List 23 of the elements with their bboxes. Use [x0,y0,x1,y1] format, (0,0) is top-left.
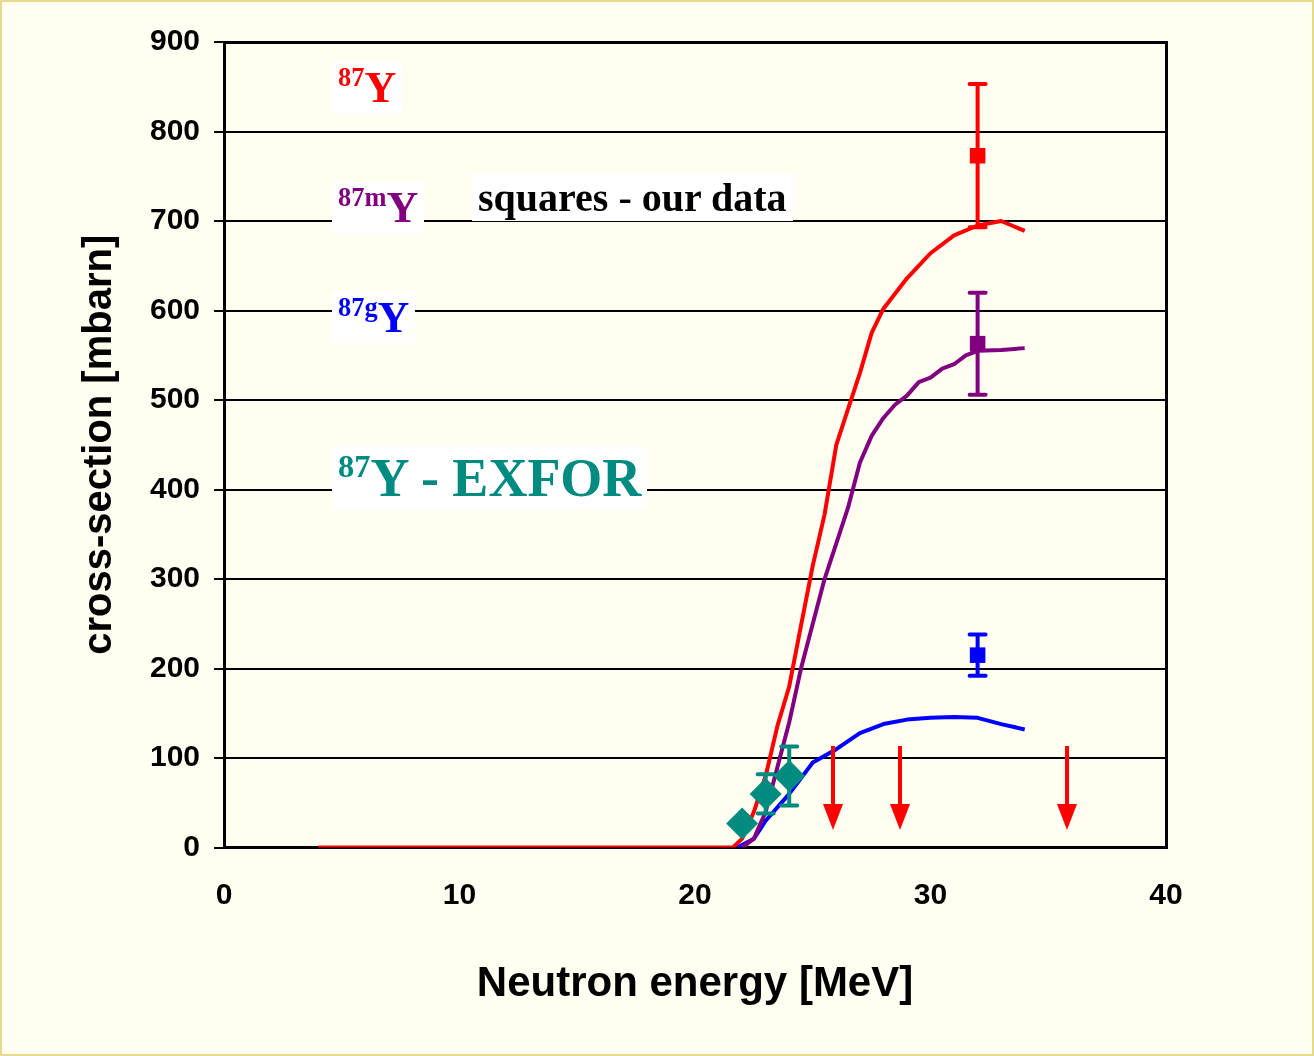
y-tick-label: 900 [149,23,201,57]
y-tick-label: 700 [149,202,201,236]
x-tick-label: 20 [678,876,712,910]
text: $^{87m}$Y [332,182,425,233]
x-tick-label: 40 [1149,876,1183,910]
y-tick-label: 100 [149,739,201,773]
text: $^{87}$Y [332,62,403,113]
x-axis-title: Neutron energy [MeV] [476,958,914,1006]
y-tick-label: 200 [149,649,201,683]
y-tick-label: 400 [149,470,201,504]
point [726,807,759,840]
y-tick-label: 0 [183,828,201,862]
x-tick-label: 30 [913,876,948,910]
annotation: squares - our data [472,174,793,221]
text: $^{87g}$Y [332,292,416,343]
x-tick-label: 10 [442,876,477,910]
y-axis-title: cross-section [mbarn] [75,234,120,655]
y-tick-label: 300 [149,560,201,594]
x-tick-label: 0 [215,876,233,910]
y-tick-label: 800 [149,112,201,146]
y-tick-label: 500 [149,381,201,415]
y-tick-label: 600 [149,291,201,325]
text: $^{87}$Y - EXFOR [332,447,648,509]
